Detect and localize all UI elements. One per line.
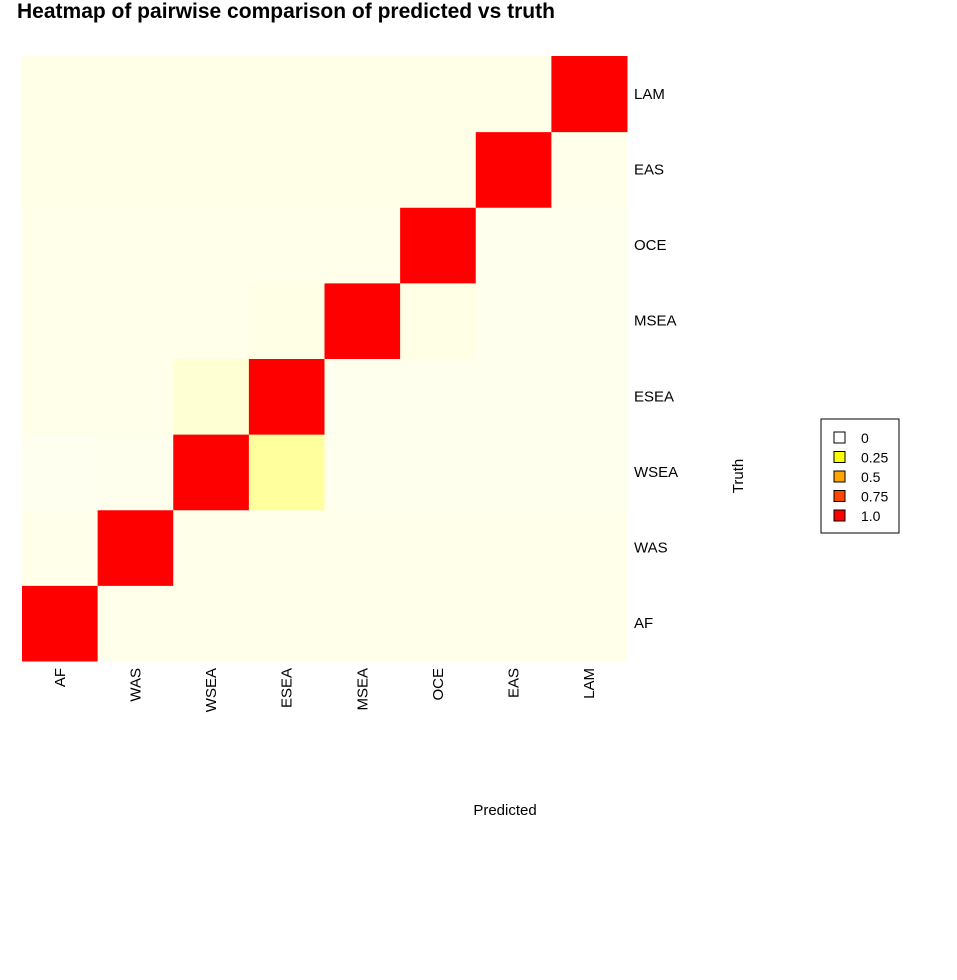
heatmap-cell-af-lam [551,585,628,662]
heatmap-cell-was-wsea [173,509,250,586]
heatmap-cell-was-esea [248,509,325,586]
legend-box [820,418,900,534]
legend-label: 0.25 [861,450,888,466]
heatmap-cell-msea-msea [324,282,401,359]
heatmap-cell-af-msea [324,585,401,662]
y-tick-labels: AF WAS WSEA ESEA MSEA OCE EAS LAM [634,86,678,632]
x-tick-label: AF [52,668,69,687]
y-tick-label: ESEA [634,388,674,405]
heatmap-cell-was-eas [475,509,552,586]
heatmap-cell-lam-was [97,56,174,133]
y-tick-label: AF [634,615,653,632]
y-tick-label: WAS [634,540,668,557]
y-tick-label: EAS [634,161,664,178]
heatmap-cell-lam-lam [551,56,628,133]
heatmap-cell-af-was [97,585,174,662]
heatmap-cell-eas-oce [400,131,477,208]
heatmap-cell-wsea-was [97,434,174,511]
heatmap-cell-wsea-eas [475,434,552,511]
heatmap-cell-msea-oce [400,282,477,359]
legend-label: 0 [861,430,869,446]
heatmap-cell-af-oce [400,585,477,662]
heatmap-cell-wsea-af [22,434,99,511]
x-tick-label: ESEA [279,668,296,708]
heatmap-cell-lam-af [22,56,99,133]
x-axis-label: Predicted [473,802,536,819]
legend-label: 0.75 [861,489,888,505]
heatmap-cell-was-was [97,509,174,586]
x-tick-label: WAS [127,668,144,702]
x-tick-label: OCE [430,668,447,701]
heatmap-cell-eas-msea [324,131,401,208]
y-tick-label: OCE [634,237,667,254]
heatmap-cell-msea-af [22,282,99,359]
heatmap-cell-eas-esea [248,131,325,208]
heatmap-cell-af-eas [475,585,552,662]
legend-label: 0.5 [861,469,881,485]
heatmap-cell-oce-eas [475,207,552,284]
heatmap-cell-was-msea [324,509,401,586]
heatmap-cell-af-esea [248,585,325,662]
color-legend: 0 0.25 0.5 0.75 1.0 [820,418,900,534]
heatmap-cell-oce-was [97,207,174,284]
x-tick-label: LAM [581,668,598,699]
heatmap-cell-esea-esea [248,358,325,435]
legend-swatch [833,509,846,522]
heatmap-cell-lam-msea [324,56,401,133]
heatmap-cell-msea-esea [248,282,325,359]
y-tick-label: WSEA [634,464,678,481]
heatmap-cell-wsea-msea [324,434,401,511]
heatmap-cell-lam-wsea [173,56,250,133]
heatmap-cell-af-wsea [173,585,250,662]
heatmap-cell-was-oce [400,509,477,586]
heatmap-cell-wsea-esea [248,434,325,511]
heatmap-cell-was-lam [551,509,628,586]
heatmap-cell-esea-wsea [173,358,250,435]
heatmap-cell-esea-af [22,358,99,435]
legend-label: 1.0 [861,508,881,524]
x-tick-label: MSEA [354,668,371,711]
y-axis-label: Truth [730,459,747,493]
heatmap-cell-eas-eas [475,131,552,208]
heatmap-cells [22,56,628,662]
legend-swatch [833,470,846,483]
heatmap-cell-msea-lam [551,282,628,359]
heatmap-cell-esea-lam [551,358,628,435]
heatmap-cell-wsea-wsea [173,434,250,511]
heatmap-cell-eas-lam [551,131,628,208]
heatmap-cell-was-af [22,509,99,586]
x-tick-label: WSEA [203,668,220,712]
legend-swatch [833,490,846,502]
heatmap-cell-eas-was [97,131,174,208]
x-tick-labels: AF WAS WSEA ESEA MSEA OCE EAS LAM [52,668,598,712]
x-tick-label: EAS [506,668,523,698]
heatmap-cell-oce-esea [248,207,325,284]
heatmap-cell-eas-af [22,131,99,208]
chart-title: Heatmap of pairwise comparison of predic… [17,0,555,23]
heatmap-cell-oce-lam [551,207,628,284]
heatmap-cell-msea-was [97,282,174,359]
legend-swatch [833,451,846,463]
heatmap-cell-esea-eas [475,358,552,435]
heatmap-cell-lam-esea [248,56,325,133]
heatmap-cell-af-af [22,585,99,662]
legend-swatch [833,431,846,444]
heatmap-cell-wsea-oce [400,434,477,511]
heatmap-cell-oce-msea [324,207,401,284]
heatmap-cell-msea-eas [475,282,552,359]
heatmap-cell-eas-wsea [173,131,250,208]
y-tick-label: LAM [634,86,665,103]
heatmap-cell-esea-was [97,358,174,435]
heatmap-cell-oce-af [22,207,99,284]
heatmap-cell-esea-msea [324,358,401,435]
heatmap-cell-lam-eas [475,56,552,133]
heatmap-cell-wsea-lam [551,434,628,511]
heatmap-cell-lam-oce [400,56,477,133]
heatmap-cell-oce-wsea [173,207,250,284]
y-tick-label: MSEA [634,313,677,330]
heatmap-cell-msea-wsea [173,282,250,359]
heatmap-cell-esea-oce [400,358,477,435]
heatmap-cell-oce-oce [400,207,477,284]
